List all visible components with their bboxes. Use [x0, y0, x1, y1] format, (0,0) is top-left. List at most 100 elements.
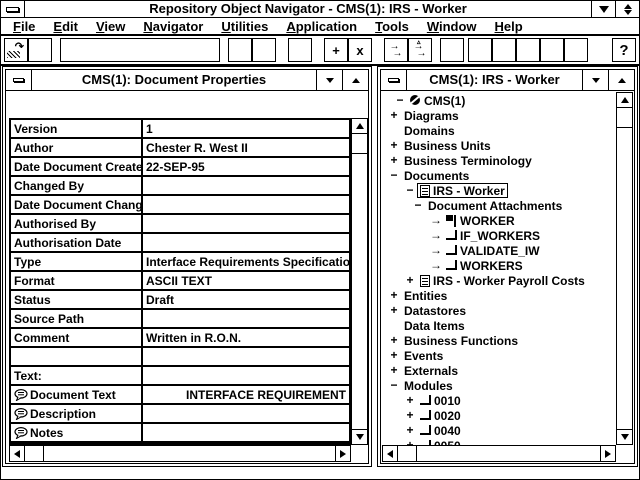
property-value[interactable] — [143, 367, 349, 384]
tree-expander-icon[interactable] — [429, 214, 443, 227]
scrollbar-thumb[interactable] — [398, 446, 417, 461]
properties-maximize-button[interactable] — [342, 70, 368, 90]
tree-item[interactable]: Diagrams — [381, 108, 616, 123]
properties-system-menu-button[interactable] — [6, 70, 32, 90]
property-value[interactable]: Chester R. West II — [146, 140, 248, 155]
tree-expander-icon[interactable] — [393, 94, 407, 107]
property-value[interactable]: 1 — [146, 121, 153, 136]
toolbar-button[interactable] — [252, 38, 276, 62]
tree-expander-icon[interactable] — [387, 304, 401, 317]
property-value[interactable]: Draft — [146, 292, 175, 307]
property-value[interactable] — [143, 215, 349, 232]
menu-item[interactable]: File — [13, 18, 36, 34]
tree-expander-icon[interactable] — [403, 424, 417, 437]
tree-item[interactable]: IRS - Worker Payroll Costs — [381, 273, 616, 288]
tree-item[interactable]: Data Items — [381, 318, 616, 333]
tree-expander-icon[interactable] — [387, 364, 401, 377]
tree-item[interactable]: CMS(1) — [381, 93, 616, 108]
scroll-up-button[interactable] — [352, 119, 367, 134]
tree-expander-icon[interactable] — [403, 274, 417, 287]
toolbar-button[interactable] — [28, 38, 52, 62]
menu-item[interactable]: Navigator — [143, 18, 204, 34]
menu-item[interactable]: Edit — [53, 18, 78, 34]
menu-item[interactable]: Tools — [375, 18, 409, 34]
toolbar-button[interactable] — [468, 38, 492, 62]
tree-item[interactable]: 0020 — [381, 408, 616, 423]
scroll-left-button[interactable] — [383, 446, 398, 461]
scrollbar-thumb[interactable] — [617, 108, 632, 128]
tree-expander-icon[interactable] — [429, 229, 443, 242]
toolbar-button[interactable] — [492, 38, 516, 62]
property-value[interactable] — [143, 405, 349, 422]
tree-item[interactable]: IRS - Worker — [381, 183, 616, 198]
menu-item[interactable]: Utilities — [221, 18, 269, 34]
property-value[interactable] — [143, 348, 349, 365]
tree-item[interactable]: Documents — [381, 168, 616, 183]
create-object-button[interactable]: + — [324, 38, 348, 62]
toolbar-button[interactable] — [440, 38, 464, 62]
property-value[interactable] — [143, 310, 349, 327]
tree-system-menu-button[interactable] — [381, 70, 407, 90]
tree-item[interactable]: Domains — [381, 123, 616, 138]
tree-item[interactable]: Business Functions — [381, 333, 616, 348]
minimize-button[interactable] — [591, 1, 615, 17]
tree-expander-icon[interactable] — [387, 139, 401, 152]
scroll-down-button[interactable] — [617, 429, 632, 444]
menu-item[interactable]: Application — [286, 18, 358, 34]
requery-button[interactable]: ↷ — [4, 38, 28, 62]
tree-expander-icon[interactable] — [387, 379, 401, 392]
toolbar-button[interactable] — [564, 38, 588, 62]
menu-item[interactable]: Window — [426, 18, 477, 34]
restore-button[interactable] — [615, 1, 639, 17]
tree-expander-icon[interactable] — [387, 109, 401, 122]
scrollbar-thumb[interactable] — [352, 134, 367, 154]
tree-item[interactable]: VALIDATE_IW — [381, 243, 616, 258]
property-value[interactable] — [143, 196, 349, 213]
property-value[interactable]: ASCII TEXT — [146, 273, 213, 288]
tree-item[interactable]: IF_WORKERS — [381, 228, 616, 243]
property-value[interactable] — [143, 424, 349, 441]
tree-item[interactable]: WORKER — [381, 213, 616, 228]
property-value[interactable] — [143, 177, 349, 194]
tree-horizontal-scrollbar[interactable] — [382, 445, 616, 462]
tree-item[interactable]: Document Attachments — [381, 198, 616, 213]
tree-expander-icon[interactable] — [403, 394, 417, 407]
tree-expander-icon[interactable] — [403, 409, 417, 422]
tree-item[interactable]: 0040 — [381, 423, 616, 438]
tree-item[interactable]: Modules — [381, 378, 616, 393]
tree-expander-icon[interactable] — [429, 259, 443, 272]
tree-item[interactable]: Externals — [381, 363, 616, 378]
properties-minimize-button[interactable] — [316, 70, 342, 90]
tree-item[interactable]: Business Units — [381, 138, 616, 153]
tree-item[interactable]: Business Terminology — [381, 153, 616, 168]
scroll-right-button[interactable] — [335, 446, 350, 461]
toolbar-button[interactable] — [288, 38, 312, 62]
tree-minimize-button[interactable] — [582, 70, 608, 90]
tree-expander-icon[interactable] — [387, 169, 401, 182]
tree-expander-icon[interactable] — [387, 349, 401, 362]
tree-item[interactable]: Events — [381, 348, 616, 363]
property-value[interactable] — [143, 234, 349, 251]
tree-expander-icon[interactable] — [387, 154, 401, 167]
property-value[interactable]: Written in R.O.N. — [146, 330, 242, 345]
tree-expander-icon[interactable] — [387, 334, 401, 347]
tree-expander-icon[interactable] — [411, 199, 425, 212]
tree-expander-icon[interactable] — [387, 289, 401, 302]
property-value[interactable]: 22-SEP-95 — [146, 159, 205, 174]
tree-item[interactable]: Entities — [381, 288, 616, 303]
scrollbar-thumb[interactable] — [25, 446, 44, 461]
scroll-left-button[interactable] — [10, 446, 25, 461]
toolbar-button[interactable] — [516, 38, 540, 62]
tree-vertical-scrollbar[interactable] — [616, 92, 633, 445]
collapse-button[interactable]: ▵ → → — [408, 38, 432, 62]
menu-item[interactable]: Help — [494, 18, 523, 34]
help-button[interactable]: ? — [612, 38, 636, 62]
menu-item[interactable]: View — [95, 18, 126, 34]
expand-button[interactable]: → → — [384, 38, 408, 62]
object-filter-combo[interactable] — [60, 38, 220, 62]
tree-expander-icon[interactable] — [429, 244, 443, 257]
scroll-down-button[interactable] — [352, 429, 367, 444]
scroll-up-button[interactable] — [617, 93, 632, 108]
properties-vertical-scrollbar[interactable] — [351, 118, 368, 445]
system-menu-button[interactable] — [1, 1, 25, 17]
